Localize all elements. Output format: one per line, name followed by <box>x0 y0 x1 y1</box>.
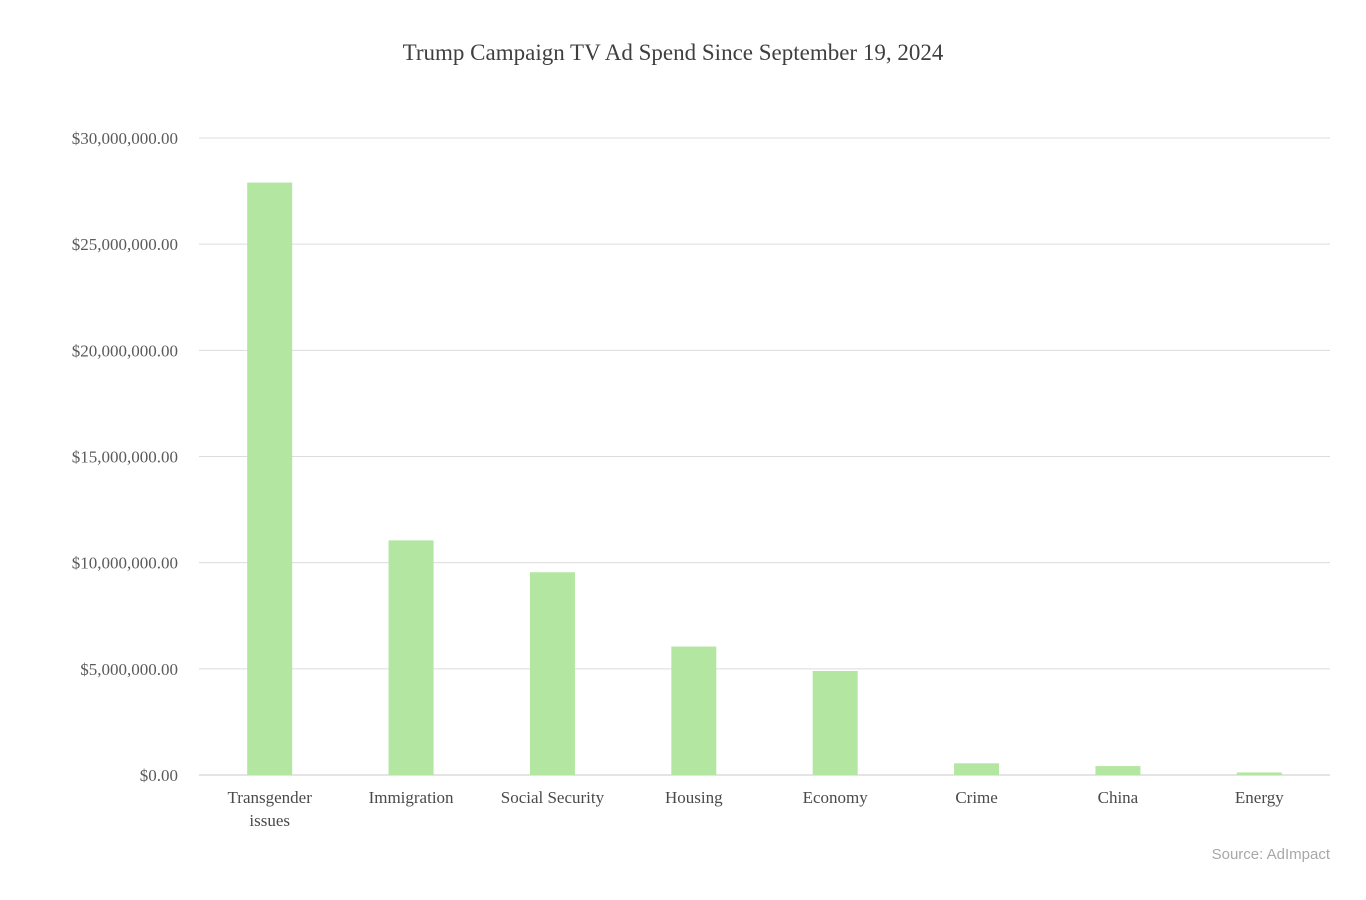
x-tick-label: Social Security <box>501 788 605 807</box>
y-tick-label: $15,000,000.00 <box>72 448 178 467</box>
y-tick-label: $5,000,000.00 <box>80 660 178 679</box>
x-tick-label: Economy <box>803 788 869 807</box>
y-tick-label: $30,000,000.00 <box>72 129 178 148</box>
y-tick-label: $20,000,000.00 <box>72 341 178 360</box>
y-tick-label: $25,000,000.00 <box>72 235 178 254</box>
y-tick-label: $0.00 <box>140 766 178 785</box>
y-tick-label: $10,000,000.00 <box>72 554 178 573</box>
bar <box>812 670 858 775</box>
x-tick-label: Crime <box>955 788 998 807</box>
x-axis-category-labels: Transgender issues Immigration Social Secur… <box>228 788 1285 830</box>
bar <box>1095 766 1141 775</box>
source-note: Source: AdImpact <box>1211 846 1330 863</box>
x-tick-label: Housing <box>665 788 723 807</box>
bar <box>388 540 434 775</box>
bar <box>247 182 293 776</box>
bars <box>247 182 1282 776</box>
x-tick-label: Transgender issues <box>228 788 313 830</box>
x-tick-label: Immigration <box>369 788 454 807</box>
y-axis-tick-labels: $0.00 $5,000,000.00 $10,000,000.00 $15,000,… <box>72 129 178 785</box>
gridlines <box>199 137 1330 776</box>
chart-title: Trump Campaign TV Ad Spend Since Septemb… <box>402 40 944 65</box>
bar <box>954 763 1000 775</box>
bar <box>1236 772 1282 775</box>
x-tick-label: China <box>1098 788 1139 807</box>
bar <box>529 572 575 775</box>
bar <box>671 646 717 775</box>
x-tick-label: Energy <box>1235 788 1284 807</box>
